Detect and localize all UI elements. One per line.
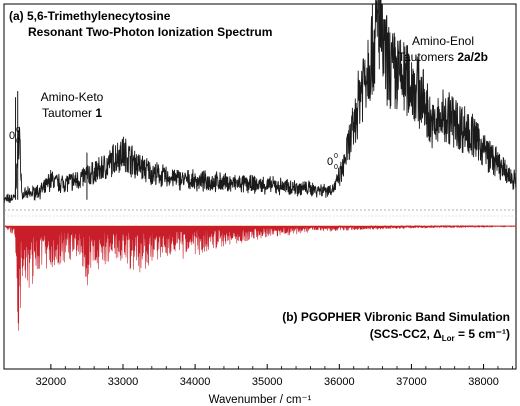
enol-label-line1: Amino-Enol <box>412 34 474 48</box>
lower-title-subscript: Lor <box>442 334 455 343</box>
experiment-trace <box>3 0 517 204</box>
x-tick-label: 35000 <box>252 376 283 388</box>
keto-label-prefix: Tautomer <box>42 106 95 120</box>
x-tick-label: 38000 <box>468 376 499 388</box>
simulation-trace <box>4 224 517 331</box>
enol-origin-label: 0 0 0 <box>327 153 338 171</box>
x-tick-label: 36000 <box>324 376 355 388</box>
enol-origin-sup: 0 <box>334 153 338 160</box>
enol-label-number: 2a/2b <box>457 50 488 64</box>
x-axis-ticks: 32000 33000 34000 35000 36000 37000 38000 <box>36 364 513 388</box>
x-tick-label: 37000 <box>396 376 427 388</box>
traces <box>3 0 517 331</box>
x-tick-label: 33000 <box>108 376 139 388</box>
keto-label-line2: Tautomer 1 <box>42 106 102 120</box>
lower-title-prefix: (SCS-CC2, Δ <box>370 327 442 341</box>
lower-title-line2: (SCS-CC2, ΔLor = 5 cm⁻¹) <box>370 327 510 343</box>
lower-title-line1: (b) PGOPHER Vibronic Band Simulation <box>282 310 510 324</box>
enol-origin-sub: 0 <box>334 164 338 171</box>
enol-label-line2: Tautomers 2a/2b <box>398 50 488 64</box>
upper-title-line1: (a) 5,6-Trimethylenecytosine <box>9 9 171 23</box>
keto-label-line1: Amino-Keto <box>41 90 104 104</box>
enol-label-prefix: Tautomers <box>398 50 457 64</box>
enol-origin-base: 0 <box>327 156 333 168</box>
keto-origin-sub: 0 <box>16 138 20 145</box>
x-tick-label: 32000 <box>36 376 67 388</box>
keto-origin-sup: 0 <box>16 127 20 134</box>
keto-origin-base: 0 <box>9 130 15 142</box>
lower-title-suffix: = 5 cm⁻¹) <box>455 327 510 341</box>
x-axis-label: Wavenumber / cm⁻¹ <box>209 394 312 406</box>
x-tick-label: 34000 <box>180 376 211 388</box>
keto-origin-label: 0 0 0 <box>9 127 20 145</box>
upper-title-line2: Resonant Two-Photon Ionization Spectrum <box>28 25 272 39</box>
keto-label-number: 1 <box>95 106 102 120</box>
